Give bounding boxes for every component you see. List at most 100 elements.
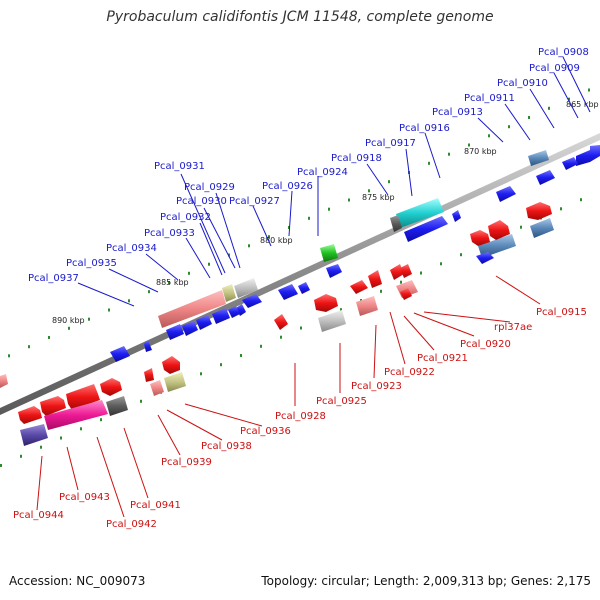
tick-mark [280, 335, 282, 339]
gene-label: Pcal_0930 [176, 196, 227, 207]
gene-arrow [314, 294, 338, 312]
tick-mark [128, 299, 130, 303]
gene-arrow [182, 321, 198, 336]
gene-label: Pcal_0923 [351, 381, 402, 392]
tick-mark [48, 336, 50, 339]
scale-label-870: 870 kbp [464, 147, 497, 156]
tick-mark [288, 226, 290, 229]
tick-mark [40, 445, 42, 449]
gene-label: Pcal_0927 [229, 196, 280, 207]
gene-arrow [478, 234, 516, 258]
reverse-strand-genes [0, 202, 554, 446]
gene-label: Pcal_0929 [184, 182, 235, 193]
tick-mark [520, 225, 522, 229]
gene-label: Pcal_0932 [160, 212, 211, 223]
tick-mark [580, 198, 582, 202]
gene-label: Pcal_0913 [432, 107, 483, 118]
tick-mark [220, 363, 222, 367]
tick-mark [248, 244, 250, 248]
gene-arrow [400, 288, 412, 300]
gene-arrow [400, 264, 412, 278]
map-title: Pyrobaculum calidifontis JCM 11548, comp… [106, 9, 494, 25]
gene-label: Pcal_0921 [417, 353, 468, 364]
gene-label: Pcal_0928 [275, 411, 326, 422]
tick-mark [68, 326, 70, 330]
tick-mark [568, 97, 570, 101]
gene-label: Pcal_0925 [316, 396, 367, 407]
gene-label: Pcal_0926 [262, 181, 313, 192]
tick-mark [508, 125, 510, 129]
gene-arrow [318, 310, 346, 332]
gene-arrow [212, 308, 230, 324]
scale-label-875: 875 kbp [362, 193, 395, 202]
tick-mark [308, 216, 310, 220]
gene-arrow [476, 252, 494, 264]
tick-mark [208, 262, 210, 266]
gene-arrow [350, 280, 368, 294]
gene-arrow [144, 340, 152, 352]
gene-arrow [390, 215, 402, 232]
gene-label: Pcal_0908 [538, 47, 589, 58]
reverse-gene-labels: Pcal_0915 rpl37ae Pcal_0920 Pcal_0921 Pc… [13, 307, 587, 530]
gene-label: Pcal_0910 [497, 78, 548, 89]
tick-mark [528, 116, 530, 119]
tick-mark [148, 290, 150, 294]
gene-arrow [100, 378, 122, 396]
gene-label: Pcal_0935 [66, 258, 117, 269]
tick-mark [240, 354, 242, 357]
gene-label: Pcal_0915 [536, 307, 587, 318]
gene-label: Pcal_0917 [365, 138, 416, 149]
genome-summary-text: Topology: circular; Length: 2,009,313 bp… [261, 574, 591, 588]
tick-mark [140, 399, 142, 403]
tick-mark [300, 326, 302, 330]
gene-arrow [44, 400, 108, 430]
gene-arrow [158, 290, 226, 328]
gene-arrow [496, 186, 516, 202]
tick-mark [340, 308, 342, 312]
gene-label: Pcal_0943 [59, 492, 110, 503]
gene-arrow [150, 380, 164, 396]
gene-arrow [396, 198, 444, 228]
gene-label: Pcal_0941 [130, 500, 181, 511]
gene-label: Pcal_0937 [28, 273, 79, 284]
scale-label-890: 890 kbp [52, 316, 85, 325]
gene-arrow [166, 324, 184, 340]
tick-mark [468, 143, 470, 147]
gene-arrow [196, 315, 212, 330]
tick-mark [0, 464, 2, 467]
tick-mark [268, 235, 270, 239]
tick-mark [80, 427, 82, 431]
scale-label-865: 865 kbp [566, 100, 599, 109]
gene-arrow [164, 372, 186, 392]
tick-mark [440, 262, 442, 266]
tick-mark [28, 345, 30, 349]
scale-labels: 865 kbp 870 kbp 875 kbp 880 kbp 885 kbp … [52, 100, 599, 325]
gene-arrow [110, 346, 130, 362]
gene-label: Pcal_0920 [460, 339, 511, 350]
tick-mark [228, 253, 230, 257]
gene-label: Pcal_0931 [154, 161, 205, 172]
tick-mark [428, 161, 430, 165]
tick-mark [100, 418, 102, 422]
gene-arrow [228, 306, 240, 318]
tick-mark [588, 88, 590, 92]
reverse-leader-lines [36, 275, 541, 518]
gene-arrow [470, 230, 490, 246]
gene-arrow [162, 356, 180, 374]
tick-mark [8, 354, 10, 358]
gene-arrow [222, 284, 236, 302]
tick-mark [548, 106, 550, 110]
gene-label: Pcal_0916 [399, 123, 450, 134]
tick-mark [60, 436, 62, 440]
gene-label: Pcal_0936 [240, 426, 291, 437]
gene-arrow [40, 396, 66, 416]
gene-arrow [368, 270, 382, 288]
tick-mark [380, 289, 382, 293]
gene-arrow [144, 368, 154, 382]
gene-arrow [562, 157, 578, 170]
tick-mark [348, 198, 350, 202]
gene-label: Pcal_0918 [331, 153, 382, 164]
gene-arrow [106, 396, 128, 416]
gene-label: Pcal_0933 [144, 228, 195, 239]
